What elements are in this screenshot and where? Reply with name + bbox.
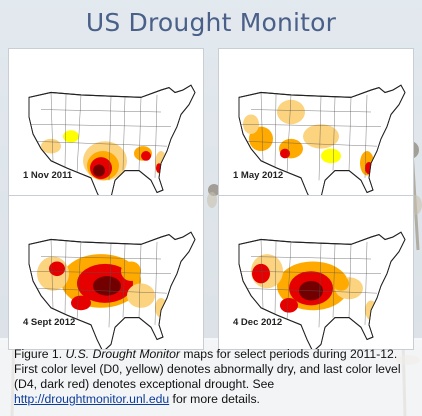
map-date-label: 1 May 2012: [233, 170, 284, 181]
drought-area-d3: [49, 261, 65, 277]
map-date-label: 4 Sept 2012: [23, 317, 76, 328]
us-outline: [238, 84, 406, 202]
figure-caption: Figure 1. U.S. Drought Monitor maps for …: [14, 347, 402, 407]
drought-map-nov-2011: 1 Nov 2011: [8, 48, 204, 203]
us-outline: [238, 231, 406, 349]
state-borders: [239, 92, 382, 181]
drought-area-d1: [277, 99, 305, 125]
map-date-label: 4 Dec 2012: [233, 317, 283, 328]
drought-map-may-2012: 1 May 2012: [218, 48, 414, 203]
drought-area-d3: [280, 148, 290, 159]
drought-area-d2: [249, 126, 273, 152]
us-map-graphic: [238, 84, 406, 202]
drought-area-d3: [71, 295, 91, 311]
drought-area-d3: [365, 162, 373, 175]
caption-body: maps for select periods during 2011-12. …: [14, 347, 401, 391]
drought-area-d4: [93, 276, 121, 296]
drought-area-d1: [303, 124, 339, 149]
page-title: US Drought Monitor: [85, 8, 337, 37]
caption-italic: U.S. Drought Monitor: [65, 347, 180, 361]
drought-area-d3: [280, 298, 298, 313]
drought-area-d3: [141, 151, 151, 161]
drought-area-d2: [121, 261, 141, 281]
state-borders: [29, 92, 172, 181]
caption-tail: for more details.: [169, 392, 260, 406]
drought-area-d1: [41, 138, 61, 154]
drought-area-d2: [333, 276, 349, 291]
drought-map-sept-2012: 4 Sept 2012: [8, 195, 204, 350]
drought-area-d4: [93, 164, 105, 177]
drought-area-d3: [252, 263, 270, 284]
us-map-graphic: [238, 231, 406, 349]
us-map-graphic: [28, 84, 196, 202]
state-borders: [239, 239, 382, 328]
us-outline: [28, 231, 196, 349]
drought-map-dec-2012: 4 Dec 2012: [218, 195, 414, 350]
us-outline: [28, 84, 196, 202]
state-borders: [29, 239, 172, 328]
drought-area-d0: [321, 148, 341, 164]
drought-area-d0: [63, 130, 79, 143]
caption-lead: Figure 1.: [14, 347, 66, 361]
drought-area-d1: [127, 283, 155, 308]
drought-monitor-link[interactable]: http://droughtmonitor.unl.edu: [14, 392, 170, 406]
map-date-label: 1 Nov 2011: [23, 170, 73, 181]
us-map-graphic: [28, 231, 196, 349]
